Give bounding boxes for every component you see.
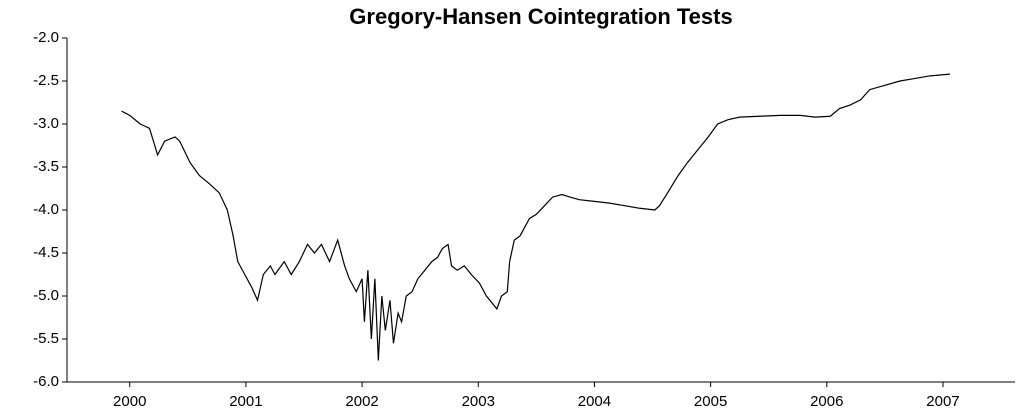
y-tick-label: -5.0 bbox=[33, 287, 59, 304]
y-tick-label: -4.5 bbox=[33, 244, 59, 261]
y-tick-label: -3.5 bbox=[33, 158, 59, 175]
x-tick-label: 2004 bbox=[578, 393, 611, 410]
x-tick-label: 2003 bbox=[462, 393, 495, 410]
chart-title: Gregory-Hansen Cointegration Tests bbox=[349, 4, 732, 29]
y-tick-label: -2.0 bbox=[33, 29, 59, 46]
y-tick-label: -2.5 bbox=[33, 72, 59, 89]
y-tick-label: -6.0 bbox=[33, 373, 59, 390]
x-tick-label: 2000 bbox=[113, 393, 146, 410]
y-tick-label: -5.5 bbox=[33, 330, 59, 347]
y-tick-label: -4.0 bbox=[33, 201, 59, 218]
x-tick-label: 2007 bbox=[926, 393, 959, 410]
y-tick-label: -3.0 bbox=[33, 115, 59, 132]
x-tick-label: 2002 bbox=[345, 393, 378, 410]
x-tick-label: 2006 bbox=[810, 393, 843, 410]
line bbox=[121, 73, 950, 361]
x-tick-label: 2005 bbox=[694, 393, 727, 410]
x-tick-label: 2001 bbox=[229, 393, 262, 410]
